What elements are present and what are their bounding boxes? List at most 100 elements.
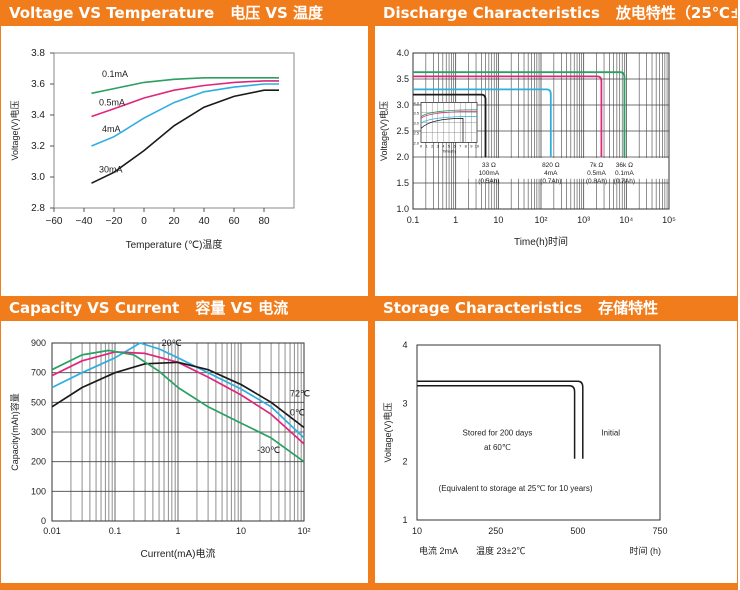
y-tick-label: 3.5	[396, 74, 409, 84]
series-label: 72℃	[290, 388, 310, 398]
series-line	[91, 83, 279, 147]
series-label: 820 Ω	[542, 162, 560, 169]
series-label: -30℃	[257, 445, 280, 455]
y-tick-label: 100	[31, 486, 46, 496]
y-axis-label: Capacity(mAh)容量	[9, 393, 20, 471]
y-tick-label: 200	[31, 457, 46, 467]
inset-y-tick-label: 3.0	[413, 120, 419, 125]
y-tick-label: 0	[41, 516, 46, 526]
y-tick-label: 4	[402, 340, 407, 350]
x-axis-label: Current(mA)电流	[140, 547, 215, 560]
series-label: (0.7Ah)	[614, 178, 635, 185]
plot-frame	[416, 344, 661, 521]
y-tick-label: 3.6	[31, 79, 45, 90]
x-axis-label: 时间 (h)	[629, 545, 661, 556]
series-line	[413, 71, 626, 157]
x-tick-label: 0.01	[43, 526, 61, 536]
inset-series-line	[420, 109, 478, 118]
x-tick-label: 10³	[577, 215, 590, 225]
inset-x-tick-label: 10	[475, 143, 480, 148]
x-axis-label: Temperature (℃)温度	[126, 238, 223, 251]
inset-x-tick-label: 1	[425, 143, 428, 148]
voltage-temperature-svg: −60 −40 −20 0 20 40 60 80 2.8 3.0 3.2 3.4 3.6 3.8 0.1m…	[9, 48, 295, 251]
plot-frame	[53, 52, 295, 209]
series-label: 36k Ω	[616, 162, 633, 169]
discharge-title-cn: 放电特性（25℃±2℃）	[615, 4, 737, 22]
capacity-current-title-en: Capacity VS Current	[9, 299, 180, 317]
series-label: 0℃	[290, 408, 305, 418]
discharge-chart: 0.1 1 10 10² 10³ 10⁴ 10⁵ 1.0 1.5 2.0 2.5 3.0 3.5 4.0 3…	[377, 28, 737, 291]
series-line	[417, 380, 584, 459]
x-tick-label: 40	[198, 216, 210, 227]
inset-x-tick-label: 5	[448, 143, 451, 148]
discharge-svg: 0.1 1 10 10² 10³ 10⁴ 10⁵1.01.52.02.53.03.54.03…	[378, 48, 676, 248]
x-tick-label: 10	[493, 215, 503, 225]
series-label: 4mA	[102, 124, 121, 134]
inset-series-line	[420, 117, 464, 143]
inset-x-tick-label: 4	[442, 143, 445, 148]
y-tick-label: 2.8	[31, 203, 45, 214]
discharge-title-en: Discharge Characteristics	[383, 4, 600, 22]
series-label: 0.1mA	[102, 69, 128, 79]
y-tick-label: 3.0	[396, 100, 409, 110]
inset-series-line	[420, 116, 478, 124]
x-tick-label: 0.1	[109, 526, 122, 536]
series-label: 0.5mA	[587, 170, 606, 177]
y-tick-label: 3.2	[31, 141, 45, 152]
voltage-temperature-title-en: Voltage VS Temperature	[9, 4, 215, 22]
inset-x-tick-label: 7	[459, 143, 462, 148]
inset-y-tick-label: 3.5	[413, 110, 419, 115]
x-tick-label: 80	[258, 216, 270, 227]
x-tick-label: 20	[168, 216, 180, 227]
x-tick-label: 10²	[534, 215, 547, 225]
inset-x-tick-label: 8	[465, 143, 468, 148]
series-label: 0.5mA	[99, 98, 125, 108]
y-tick-label: 500	[31, 397, 46, 407]
x-axis-label: Time(h)时间	[514, 235, 568, 248]
annotation-stored: Stored for 200 days	[463, 428, 533, 437]
series-label: (0.7Ah)	[540, 178, 561, 185]
inset-x-label: Time(h)	[442, 148, 456, 153]
x-tick-label: −60	[46, 216, 63, 227]
y-tick-label: 2	[402, 457, 407, 467]
inset-x-tick-label: 9	[470, 143, 473, 148]
y-axis-label: Voltage(V)电压	[382, 402, 393, 462]
x-tick-label: 10⁴	[619, 215, 633, 225]
x-tick-label: 750	[652, 526, 667, 536]
inset-x-tick-label: 6	[453, 143, 456, 148]
voltage-temperature-title: Voltage VS Temperature 电压 VS 温度	[1, 1, 368, 26]
inset-y-tick-label: 2.5	[413, 130, 419, 135]
storage-svg: 10 250 500 750 1 2 3 4 Stored for 200 days at 60℃…	[382, 340, 668, 556]
y-tick-label: 2.0	[396, 152, 409, 162]
series-label: 7k Ω	[590, 162, 604, 169]
series-label: (0.8Ah)	[586, 178, 607, 185]
inset-x-tick-label: 3	[437, 143, 440, 148]
y-tick-label: 700	[31, 368, 46, 378]
x-tick-label: 500	[570, 526, 585, 536]
y-tick-label: 3	[402, 398, 407, 408]
series-line	[413, 88, 552, 157]
x-tick-label: 250	[488, 526, 503, 536]
series-line	[417, 385, 576, 459]
y-tick-label: 2.5	[396, 126, 409, 136]
y-tick-label: 900	[31, 338, 46, 348]
annotation-temp: at 60℃	[484, 443, 511, 452]
inset-x-tick-label: 0	[420, 143, 423, 148]
storage-title-en: Storage Characteristics	[383, 299, 583, 317]
plot-frame	[51, 342, 305, 522]
x-tick-label: 10⁵	[662, 215, 676, 225]
x-tick-label: 10²	[297, 526, 310, 536]
voltage-temperature-title-cn: 电压 VS 温度	[230, 4, 324, 22]
x-tick-label: 0.1	[407, 215, 420, 225]
series-line	[51, 349, 305, 463]
y-tick-label: 1.0	[396, 204, 409, 214]
discharge-title: Discharge Characteristics 放电特性（25℃±2℃）	[375, 1, 737, 26]
voltage-temperature-chart: −60 −40 −20 0 20 40 60 80 2.8 3.0 3.2 3.4 3.6 3.8 0.1m…	[4, 28, 364, 291]
y-axis-label: Voltage(V)电压	[9, 100, 20, 160]
x-tick-label: 10	[412, 526, 422, 536]
capacity-current-chart: 0.01 0.1 1 10 10² 0 100 200 300 500 700 900 20℃ 0℃ 72℃…	[4, 323, 364, 586]
panel-divider	[368, 0, 375, 590]
series-label: 0.1mA	[615, 170, 634, 177]
x-tick-label: −40	[76, 216, 93, 227]
inset-series-line	[420, 111, 478, 119]
